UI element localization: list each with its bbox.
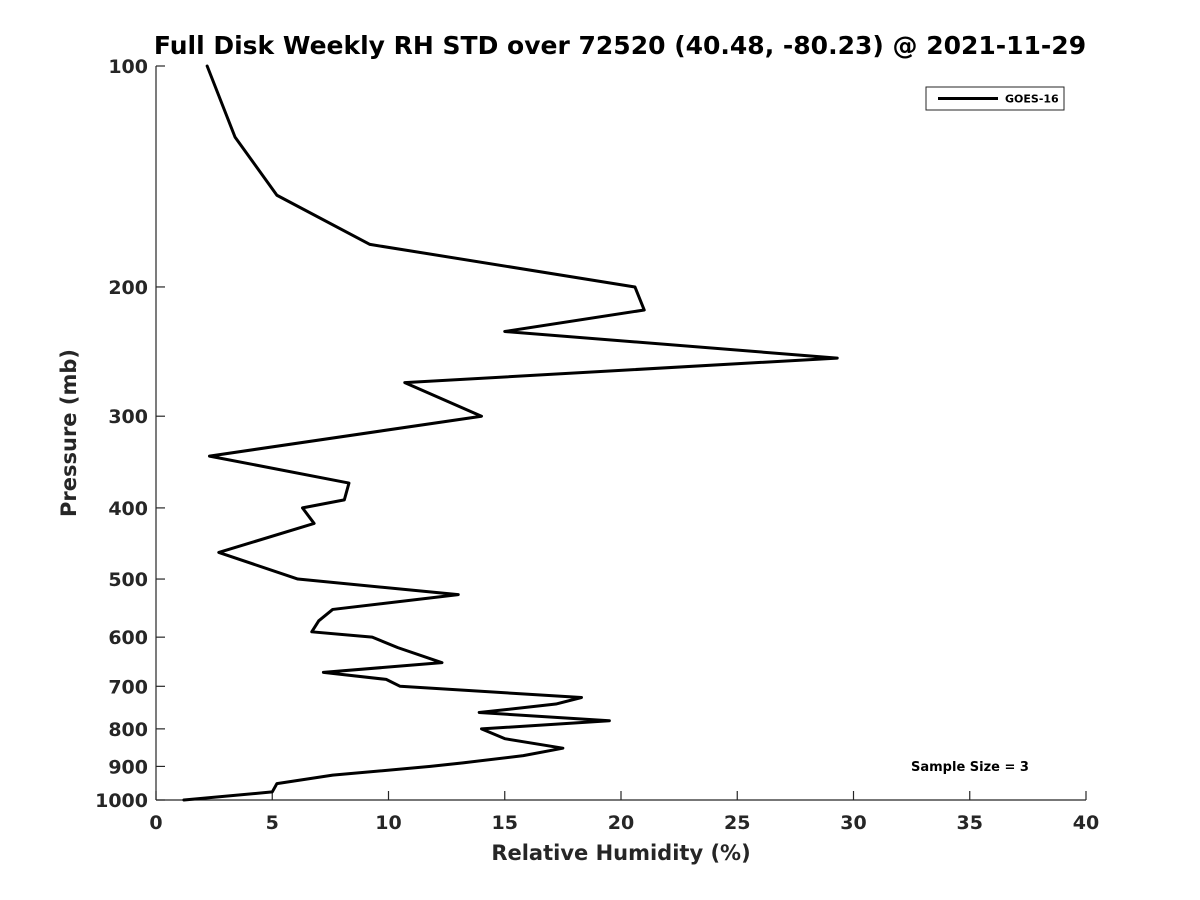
y-tick-label: 1000 bbox=[95, 790, 148, 812]
series-line-goes-16 bbox=[182, 64, 839, 802]
x-tick-label: 25 bbox=[724, 812, 750, 834]
y-ticks: 100 200 300 400 500 600 700 800 900 1000 bbox=[95, 56, 165, 812]
y-tick-label: 500 bbox=[108, 569, 148, 591]
legend-label-goes-16: GOES-16 bbox=[1005, 93, 1059, 106]
x-tick-label: 30 bbox=[840, 812, 866, 834]
y-tick-label: 200 bbox=[108, 277, 148, 299]
x-tick-label: 10 bbox=[375, 812, 401, 834]
y-tick-label: 900 bbox=[108, 756, 148, 778]
x-tick-label: 35 bbox=[957, 812, 983, 834]
chart-title: Full Disk Weekly RH STD over 72520 (40.4… bbox=[154, 31, 1086, 60]
y-axis-label: Pressure (mb) bbox=[57, 349, 81, 517]
y-tick-label: 300 bbox=[108, 406, 148, 428]
x-tick-label: 40 bbox=[1073, 812, 1099, 834]
x-axis-label: Relative Humidity (%) bbox=[491, 841, 750, 865]
x-tick-label: 5 bbox=[266, 812, 279, 834]
y-tick-label: 400 bbox=[108, 498, 148, 520]
sample-size-annotation: Sample Size = 3 bbox=[911, 760, 1029, 775]
y-tick-label: 600 bbox=[108, 627, 148, 649]
y-tick-label: 100 bbox=[108, 56, 148, 78]
y-tick-label: 800 bbox=[108, 719, 148, 741]
series-group bbox=[182, 64, 839, 802]
x-tick-label: 15 bbox=[492, 812, 518, 834]
legend: GOES-16 bbox=[925, 86, 1065, 111]
x-tick-label: 20 bbox=[608, 812, 634, 834]
x-ticks: 0 5 10 15 20 25 30 35 40 bbox=[149, 791, 1099, 834]
y-tick-label: 700 bbox=[108, 676, 148, 698]
x-tick-label: 0 bbox=[149, 812, 162, 834]
